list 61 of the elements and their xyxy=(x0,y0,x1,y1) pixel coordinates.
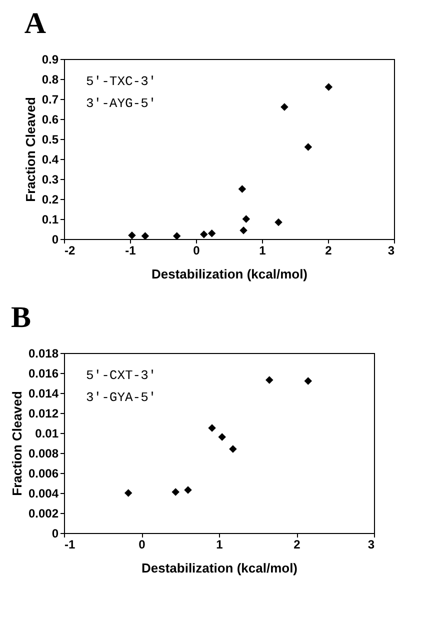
point xyxy=(242,215,250,223)
point xyxy=(280,103,288,111)
point xyxy=(240,226,248,234)
point xyxy=(184,486,192,494)
annotation: 5′-CXT-3′ xyxy=(86,368,156,383)
y-tick-label: 0.7 xyxy=(42,92,59,106)
x-tick-label: 3 xyxy=(368,538,375,552)
point xyxy=(124,489,132,497)
x-tick-label: -1 xyxy=(125,244,136,258)
y-tick-label: 0.004 xyxy=(28,486,59,500)
y-axis-title: Fraction Cleaved xyxy=(9,391,24,496)
point xyxy=(266,376,274,384)
y-tick-label: 0.01 xyxy=(35,426,59,440)
chart-title: A xyxy=(24,7,46,40)
y-axis-title: Fraction Cleaved xyxy=(22,97,38,202)
x-axis-title: Destabilization (kcal/mol) xyxy=(141,560,298,576)
y-tick-label: 0 xyxy=(52,232,59,246)
point xyxy=(218,433,226,441)
x-tick-label: 3 xyxy=(388,244,395,258)
y-tick-label: 0.016 xyxy=(28,366,59,380)
x-tick-label: 2 xyxy=(294,538,301,552)
y-tick-label: 0.8 xyxy=(42,72,59,86)
point xyxy=(128,232,136,240)
y-tick-label: 0.012 xyxy=(28,406,59,420)
point xyxy=(200,230,208,238)
point xyxy=(274,218,282,226)
y-tick-label: 0.002 xyxy=(28,506,59,520)
point xyxy=(229,445,237,453)
x-tick-label: 0 xyxy=(138,538,146,552)
point xyxy=(324,83,333,91)
point xyxy=(172,232,181,240)
point xyxy=(238,185,246,193)
y-tick-label: 0.3 xyxy=(42,172,59,186)
point xyxy=(172,488,180,496)
x-tick-label: -2 xyxy=(64,244,76,258)
annotation: 3′-GYA-5′ xyxy=(86,390,156,405)
y-tick-label: 0.4 xyxy=(42,152,59,166)
point xyxy=(208,424,216,432)
y-tick-label: 0.018 xyxy=(28,346,59,360)
annotation: 3′-AYG-5′ xyxy=(86,96,156,111)
y-tick-label: 0.014 xyxy=(28,386,59,400)
y-tick-label: 0.008 xyxy=(28,446,59,460)
point xyxy=(304,143,312,151)
x-tick-label: 0 xyxy=(193,244,200,258)
y-tick-label: 0.2 xyxy=(42,192,59,206)
x-axis-title: Destabilization (kcal/mol) xyxy=(151,266,308,282)
x-tick-label: -1 xyxy=(64,538,76,552)
y-tick-label: 0 xyxy=(52,526,59,540)
y-tick-label: 0.5 xyxy=(42,132,59,146)
point xyxy=(141,232,150,240)
point xyxy=(208,230,216,238)
x-tick-label: 1 xyxy=(216,538,224,552)
y-tick-label: 0.9 xyxy=(42,52,59,66)
y-tick-label: 0.6 xyxy=(42,112,59,126)
x-tick-label: 2 xyxy=(325,244,332,258)
chart-title: B xyxy=(10,301,31,334)
y-tick-label: 0.006 xyxy=(28,466,59,480)
x-tick-label: 1 xyxy=(259,244,266,258)
point xyxy=(304,377,312,385)
y-tick-label: 0.1 xyxy=(42,212,59,226)
annotation: 5′-TXC-3′ xyxy=(86,74,156,89)
